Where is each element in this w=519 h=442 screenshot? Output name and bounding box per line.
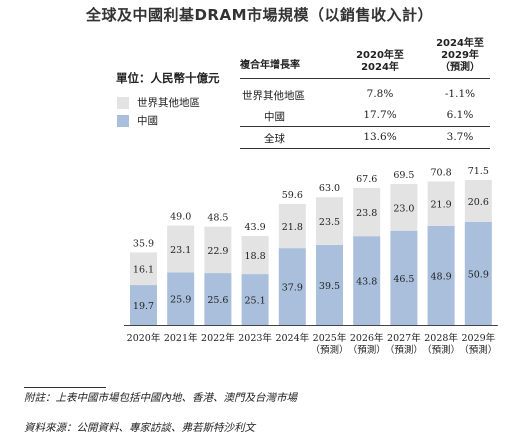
x-tick-label-0: 2020年 — [127, 332, 161, 344]
bar-china-1 — [167, 272, 195, 325]
data-label-rest-of-world-2: 22.9 — [207, 246, 228, 257]
unit-label: 單位：人民幣十億元 — [116, 71, 220, 85]
data-label-china-3: 25.1 — [245, 296, 266, 307]
x-tick-label-1: 2021年 — [164, 332, 198, 344]
bar-china-5 — [316, 244, 343, 325]
cagr-header-label: 複合年增長率 — [240, 60, 300, 71]
x-tick-label-7: 2027年 — [387, 332, 421, 344]
x-tick-label-7-sub: （預測） — [385, 344, 423, 356]
cagr-table: 複合年增長率 2020年至 2024年 2024年至 2029年 （預測） 世界其他地… — [0, 0, 519, 160]
data-label-china-6: 43.8 — [356, 277, 377, 288]
cagr-row-divider — [240, 126, 490, 127]
bar-china-4 — [278, 248, 306, 325]
bar-china-8 — [427, 225, 455, 325]
data-label-rest-of-world-6: 23.8 — [356, 208, 377, 219]
legend-label-rest-of-world: 世界其他地區 — [137, 97, 200, 109]
cagr-header-divider — [240, 78, 490, 79]
cagr-row-label-global: 全球 — [264, 133, 285, 145]
x-tick-label-5-sub: （預測） — [310, 344, 348, 356]
bar-rest-of-world-3 — [241, 235, 269, 275]
x-tick-label-6: 2026年 — [350, 332, 384, 344]
bar-rest-of-world-8 — [427, 181, 455, 226]
bar-rest-of-world-7 — [390, 184, 418, 231]
bar-rest-of-world-2 — [204, 226, 232, 274]
x-tick-label-5: 2025年 — [313, 332, 347, 344]
bar-rest-of-world-6 — [353, 187, 381, 237]
x-tick-label-9-sub: （預測） — [459, 344, 497, 356]
bar-china-7 — [390, 230, 418, 325]
cagr-header-2024-2029: 2024年至 2029年 （預測） — [436, 38, 484, 73]
bar-china-0 — [130, 285, 157, 325]
data-label-total-8: 70.8 — [431, 167, 452, 178]
x-tick-label-6-sub: （預測） — [348, 344, 386, 356]
legend-label-china: 中國 — [137, 115, 158, 127]
bar-rest-of-world-5 — [316, 197, 343, 245]
note-source: 資料來源：公開資料、專家訪談、弗若斯特沙利文 — [24, 422, 255, 434]
data-label-china-2: 25.6 — [207, 295, 228, 306]
x-tick-label-3: 2023年 — [238, 332, 272, 344]
note-footnote: 附註：上表中國市場包括中國內地、香港、澳門及台灣市場 — [24, 392, 297, 404]
cagr-row-label-rest-of-world: 世界其他地區 — [242, 90, 305, 102]
data-label-rest-of-world-3: 18.8 — [245, 251, 266, 262]
cagr-value-rest-of-world-2020-2024: 7.8% — [366, 88, 394, 100]
data-label-total-2: 48.5 — [207, 213, 228, 224]
data-label-rest-of-world-0: 16.1 — [133, 265, 154, 276]
cagr-value-global-2020-2024: 13.6% — [363, 131, 397, 143]
data-label-total-3: 43.9 — [245, 222, 266, 233]
notes-separator — [24, 387, 106, 388]
x-tick-label-8-sub: （預測） — [422, 344, 460, 356]
data-label-total-4: 59.6 — [282, 190, 303, 201]
cagr-bottom-divider — [240, 148, 490, 149]
data-label-china-7: 46.5 — [393, 274, 414, 285]
data-label-china-8: 48.9 — [431, 271, 452, 282]
x-tick-label-4: 2024年 — [275, 332, 309, 344]
data-label-rest-of-world-5: 23.5 — [319, 217, 340, 228]
data-label-rest-of-world-8: 21.9 — [431, 200, 452, 211]
data-label-total-9: 71.5 — [468, 166, 489, 177]
bar-rest-of-world-9 — [464, 180, 492, 222]
data-label-rest-of-world-1: 23.1 — [170, 245, 191, 256]
cagr-value-china-2024-2029: 6.1% — [446, 109, 474, 121]
data-label-china-9: 50.9 — [468, 269, 489, 280]
bar-china-2 — [204, 273, 232, 325]
chart-title: 全球及中國利基DRAM市場規模（以銷售收入計） — [85, 6, 434, 24]
data-label-rest-of-world-4: 21.8 — [282, 222, 303, 233]
x-tick-label-8: 2028年 — [424, 332, 458, 344]
x-tick-label-9: 2029年 — [461, 332, 495, 344]
bar-china-9 — [464, 221, 492, 325]
data-label-china-5: 39.5 — [319, 281, 340, 292]
bar-rest-of-world-1 — [167, 225, 195, 273]
cagr-value-rest-of-world-2024-2029: -1.1% — [444, 88, 476, 100]
bar-china-6 — [353, 236, 381, 325]
bar-rest-of-world-0 — [130, 252, 157, 286]
bar-china-3 — [241, 274, 269, 325]
data-label-total-1: 49.0 — [170, 212, 191, 223]
data-label-total-7: 69.5 — [393, 170, 414, 181]
cagr-row-label-china: 中國 — [264, 111, 285, 123]
legend-item-china: 中國 — [117, 113, 158, 128]
data-label-total-0: 35.9 — [133, 238, 154, 249]
data-label-china-4: 37.9 — [282, 283, 303, 294]
cagr-value-global-2024-2029: 3.7% — [446, 131, 474, 143]
cagr-value-china-2020-2024: 17.7% — [363, 109, 397, 121]
legend-item-rest-of-world: 世界其他地區 — [117, 95, 200, 110]
data-label-total-6: 67.6 — [356, 174, 377, 185]
data-label-rest-of-world-7: 23.0 — [393, 203, 414, 214]
legend-swatch-china — [117, 114, 129, 127]
data-label-rest-of-world-9: 20.6 — [468, 197, 489, 208]
data-label-china-0: 19.7 — [133, 301, 154, 312]
data-label-total-5: 63.0 — [319, 183, 340, 194]
cagr-header-2020-2024: 2020年至 2024年 — [356, 50, 404, 73]
x-tick-label-2: 2022年 — [201, 332, 235, 344]
bar-rest-of-world-4 — [278, 203, 306, 249]
data-label-china-1: 25.9 — [170, 295, 191, 306]
legend-swatch-rest-of-world — [117, 96, 129, 109]
